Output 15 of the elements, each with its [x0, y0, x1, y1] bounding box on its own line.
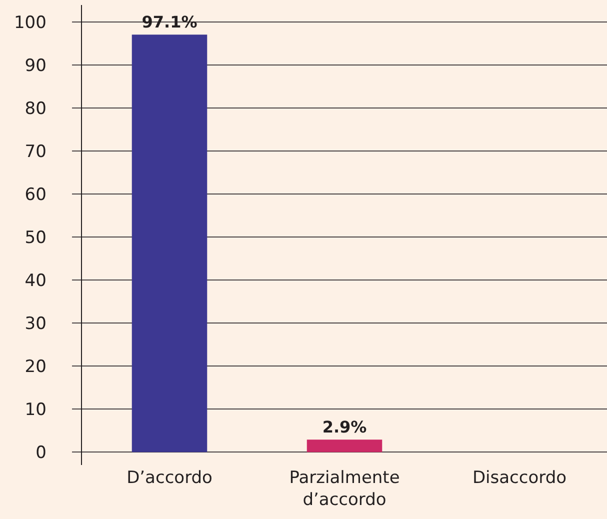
- x-tick-label: Parzialmente d’accordo: [289, 468, 400, 510]
- data-label: 2.9%: [322, 418, 367, 437]
- x-tick-label: Disaccordo: [472, 468, 567, 488]
- y-tick-label: 0: [36, 443, 46, 464]
- y-tick-label: 50: [24, 228, 46, 248]
- y-tick-label: 10: [24, 400, 46, 420]
- y-tick-label: 60: [24, 185, 46, 206]
- y-tick-label: 90: [24, 56, 46, 76]
- y-tick-label: 20: [24, 357, 46, 378]
- y-tick-label: 80: [24, 99, 46, 120]
- y-tick-label: 100: [14, 13, 46, 34]
- y-tick-label: 30: [24, 314, 46, 334]
- y-tick-label: 70: [24, 142, 46, 162]
- y-tick-label: 40: [24, 271, 46, 292]
- x-tick-label: D’accordo: [126, 468, 212, 488]
